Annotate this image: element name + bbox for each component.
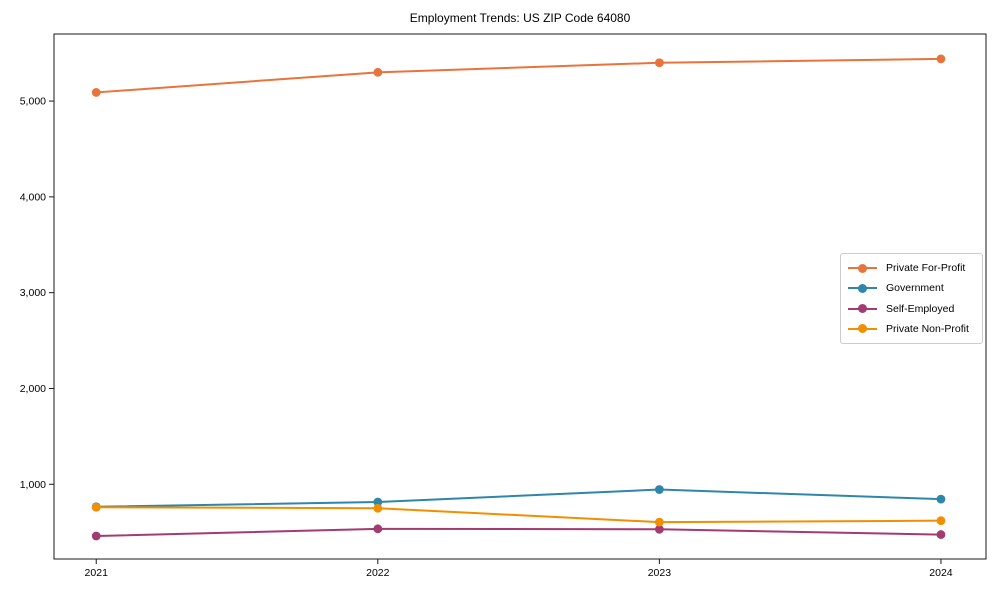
y-tick-label: 5,000 <box>20 96 46 108</box>
series-line-private-non-profit <box>96 506 941 524</box>
legend-item-government: Government <box>848 282 975 294</box>
series-line-self-employed <box>96 527 941 538</box>
series-line-private-for-profit <box>96 57 941 94</box>
x-tick-label: 2021 <box>85 567 109 579</box>
data-point <box>936 494 946 504</box>
legend-marker <box>848 283 877 293</box>
data-point <box>91 502 101 512</box>
data-point <box>936 516 946 526</box>
data-point <box>373 497 383 507</box>
chart-title: Employment Trends: US ZIP Code 64080 <box>409 11 631 25</box>
data-point <box>373 503 383 513</box>
legend-label: Private Non-Profit <box>886 322 969 335</box>
data-point <box>936 530 946 539</box>
data-point <box>654 485 664 494</box>
legend-label: Private For-Profit <box>886 262 966 275</box>
data-point <box>654 524 664 534</box>
legend: Private For-Profit Government Self-Employe… <box>840 253 983 344</box>
x-tick-label: 2023 <box>648 567 672 579</box>
plot-box <box>53 33 987 560</box>
x-tick-label: 2022 <box>366 567 390 579</box>
data-point <box>373 67 383 77</box>
legend-marker <box>848 324 877 334</box>
y-tick-label: 3,000 <box>20 287 46 299</box>
legend-dot-icon <box>858 283 867 293</box>
series-line-government <box>96 488 941 508</box>
legend-dot-icon <box>858 324 867 334</box>
data-point <box>91 531 101 541</box>
y-tick-label: 1,000 <box>20 479 46 491</box>
data-point <box>91 88 101 97</box>
legend-marker <box>848 304 877 314</box>
data-point <box>936 54 946 64</box>
legend-dot-icon <box>858 304 867 314</box>
legend-label: Self-Employed <box>886 302 955 315</box>
legend-marker <box>848 263 877 273</box>
data-point <box>654 517 664 527</box>
y-tick-label: 4,000 <box>20 191 46 203</box>
legend-item-private-non-profit: Private Non-Profit <box>848 323 975 335</box>
legend-label: Government <box>886 282 944 295</box>
legend-item-private-for-profit: Private For-Profit <box>848 262 975 274</box>
data-point <box>654 58 664 68</box>
y-tick-label: 2,000 <box>20 383 46 395</box>
x-tick-label: 2024 <box>929 567 953 579</box>
legend-dot-icon <box>858 263 867 273</box>
legend-item-self-employed: Self-Employed <box>848 303 975 315</box>
data-point <box>373 524 383 534</box>
